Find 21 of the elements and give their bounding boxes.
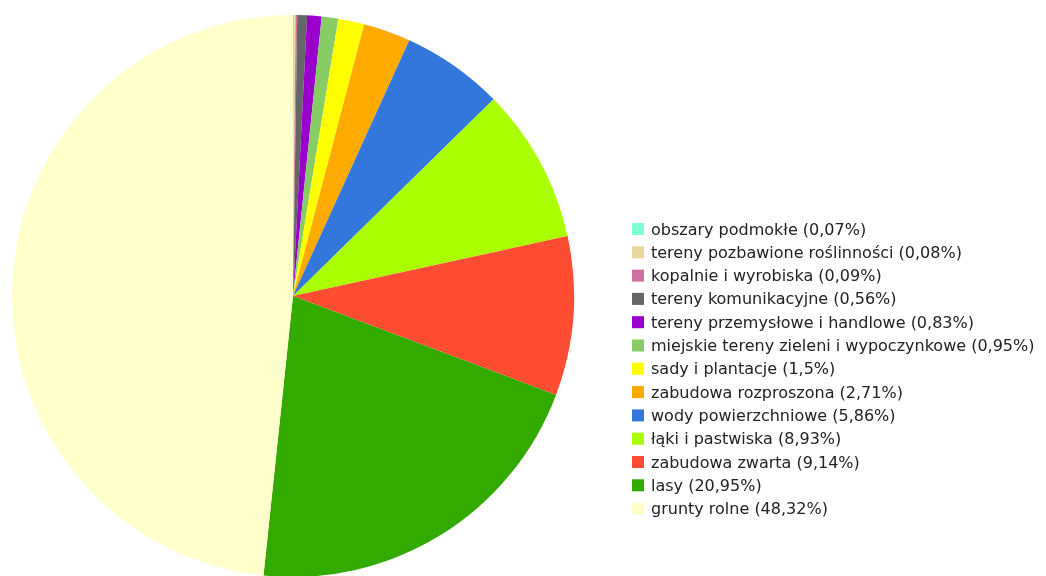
legend-label: grunty rolne (48,32%) xyxy=(651,499,828,519)
pie-slice xyxy=(293,18,365,296)
pie-slice xyxy=(12,15,293,576)
legend-label: sady i plantacje (1,5%) xyxy=(651,359,836,379)
pie-slice xyxy=(263,296,557,576)
legend-label: zabudowa rozproszona (2,71%) xyxy=(651,382,903,402)
legend-label: lasy (20,95%) xyxy=(651,475,762,495)
pie-slice xyxy=(293,16,339,296)
legend-label: tereny pozbawione roślinności (0,08%) xyxy=(651,242,962,262)
legend-label: miejskie tereny zieleni i wypoczynkowe (0,95%) xyxy=(651,336,1035,355)
pie-slice xyxy=(293,24,410,296)
legend-label: wody powierzchniowe (5,86%) xyxy=(651,405,896,425)
legend-label: tereny przemysłowe i handlowe (0,83%) xyxy=(651,312,974,332)
legend-label: zabudowa zwarta (9,14%) xyxy=(651,452,860,472)
pie-slice xyxy=(293,99,568,296)
legend-label: łąki i pastwiska (8,93%) xyxy=(651,429,842,449)
pie-slice xyxy=(293,40,494,296)
pie-slice xyxy=(293,236,574,395)
legend-label: tereny komunikacyjne (0,56%) xyxy=(651,289,897,309)
legend-label: kopalnie i wyrobiska (0,09%) xyxy=(651,266,882,286)
legend-label: obszary podmokłe (0,07%) xyxy=(651,219,867,239)
